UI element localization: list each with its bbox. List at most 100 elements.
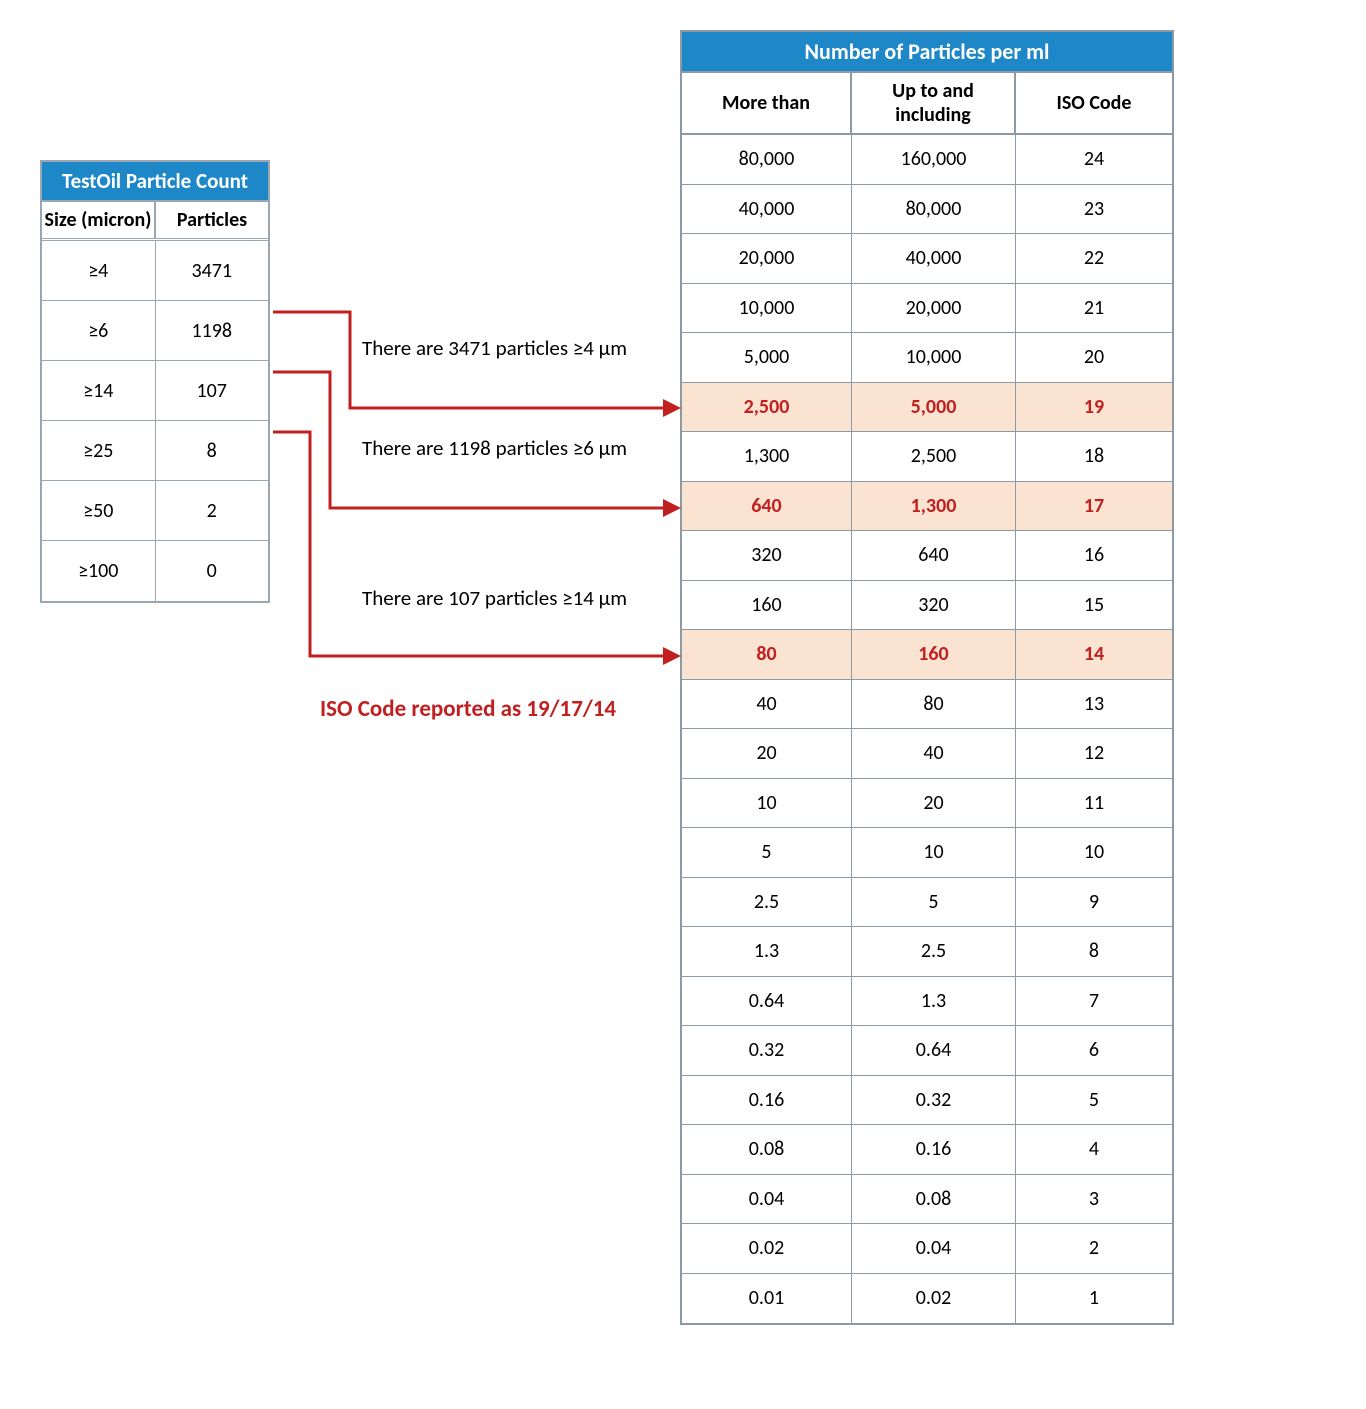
right-cell-upto: 0.04: [852, 1224, 1016, 1273]
right-table-row: 0.040.083: [682, 1175, 1172, 1225]
right-table-row: 0.320.646: [682, 1026, 1172, 1076]
right-cell-iso: 3: [1016, 1175, 1172, 1224]
right-cell-upto: 5: [852, 878, 1016, 927]
left-cell-size: ≥14: [42, 361, 156, 420]
right-cell-upto: 160: [852, 630, 1016, 679]
right-cell-morethan: 40,000: [682, 185, 852, 234]
iso-code-reported: ISO Code reported as 19/17/14: [320, 695, 616, 723]
right-cell-iso: 4: [1016, 1125, 1172, 1174]
left-table-body: ≥43471≥61198≥14107≥258≥502≥1000: [42, 241, 268, 601]
right-cell-iso: 15: [1016, 581, 1172, 630]
right-cell-morethan: 1,300: [682, 432, 852, 481]
right-cell-morethan: 10: [682, 779, 852, 828]
right-cell-iso: 13: [1016, 680, 1172, 729]
right-cell-upto: 20,000: [852, 284, 1016, 333]
right-table-body: 80,000160,0002440,00080,0002320,00040,00…: [682, 135, 1172, 1323]
right-cell-iso: 8: [1016, 927, 1172, 976]
right-cell-morethan: 20,000: [682, 234, 852, 283]
right-cell-iso: 9: [1016, 878, 1172, 927]
annotation-6um: There are 1198 particles ≥6 µm: [362, 435, 627, 461]
right-table-row: 20,00040,00022: [682, 234, 1172, 284]
right-cell-morethan: 80: [682, 630, 852, 679]
right-table-row: 80,000160,00024: [682, 135, 1172, 185]
right-table-row: 0.080.164: [682, 1125, 1172, 1175]
right-cell-upto: 2,500: [852, 432, 1016, 481]
right-cell-morethan: 80,000: [682, 135, 852, 184]
right-table-row: 0.010.021: [682, 1274, 1172, 1324]
right-table-row: 1,3002,50018: [682, 432, 1172, 482]
right-cell-iso: 12: [1016, 729, 1172, 778]
left-cell-size: ≥50: [42, 481, 156, 540]
right-cell-iso: 5: [1016, 1076, 1172, 1125]
right-cell-morethan: 0.08: [682, 1125, 852, 1174]
left-cell-particles: 0: [156, 541, 269, 601]
right-cell-morethan: 5: [682, 828, 852, 877]
left-table-header-row: Size (micron) Particles: [42, 202, 268, 241]
right-table-row: 204012: [682, 729, 1172, 779]
right-table-row: 408013: [682, 680, 1172, 730]
right-cell-upto: 320: [852, 581, 1016, 630]
right-table-row: 10,00020,00021: [682, 284, 1172, 334]
right-cell-upto: 1,300: [852, 482, 1016, 531]
left-cell-size: ≥4: [42, 241, 156, 300]
left-cell-particles: 8: [156, 421, 269, 480]
right-cell-upto: 80,000: [852, 185, 1016, 234]
right-table-row: 32064016: [682, 531, 1172, 581]
right-cell-morethan: 1.3: [682, 927, 852, 976]
right-cell-iso: 14: [1016, 630, 1172, 679]
right-table-title: Number of Particles per ml: [682, 32, 1172, 73]
right-cell-iso: 6: [1016, 1026, 1172, 1075]
right-cell-upto: 640: [852, 531, 1016, 580]
right-cell-upto: 20: [852, 779, 1016, 828]
right-table-row: 8016014: [682, 630, 1172, 680]
right-cell-iso: 24: [1016, 135, 1172, 184]
right-cell-iso: 10: [1016, 828, 1172, 877]
right-cell-upto: 10,000: [852, 333, 1016, 382]
right-cell-iso: 18: [1016, 432, 1172, 481]
right-cell-upto: 0.02: [852, 1274, 1016, 1324]
left-table-row: ≥1000: [42, 541, 268, 601]
right-cell-morethan: 0.64: [682, 977, 852, 1026]
right-cell-morethan: 160: [682, 581, 852, 630]
right-cell-upto: 1.3: [852, 977, 1016, 1026]
left-table-row: ≥258: [42, 421, 268, 481]
right-cell-upto: 0.64: [852, 1026, 1016, 1075]
right-cell-upto: 80: [852, 680, 1016, 729]
left-table-row: ≥43471: [42, 241, 268, 301]
right-cell-morethan: 5,000: [682, 333, 852, 382]
right-col-upto-header: Up to and including: [852, 73, 1016, 133]
right-cell-upto: 40,000: [852, 234, 1016, 283]
right-cell-morethan: 0.04: [682, 1175, 852, 1224]
testoil-particle-count-table: TestOil Particle Count Size (micron) Par…: [40, 160, 270, 603]
right-cell-morethan: 40: [682, 680, 852, 729]
right-cell-morethan: 2.5: [682, 878, 852, 927]
right-table-row: 0.020.042: [682, 1224, 1172, 1274]
right-table-header-row: More than Up to and including ISO Code: [682, 73, 1172, 135]
left-table-row: ≥61198: [42, 301, 268, 361]
left-cell-particles: 107: [156, 361, 269, 420]
right-cell-morethan: 2,500: [682, 383, 852, 432]
left-table-row: ≥14107: [42, 361, 268, 421]
left-col-particles-header: Particles: [156, 202, 268, 238]
right-table-row: 2.559: [682, 878, 1172, 928]
right-col-isocode-header: ISO Code: [1016, 73, 1172, 133]
right-cell-iso: 21: [1016, 284, 1172, 333]
left-cell-particles: 1198: [156, 301, 269, 360]
right-cell-iso: 1: [1016, 1274, 1172, 1324]
left-table-title: TestOil Particle Count: [42, 162, 268, 202]
right-cell-upto: 10: [852, 828, 1016, 877]
right-table-row: 102011: [682, 779, 1172, 829]
right-cell-upto: 0.32: [852, 1076, 1016, 1125]
right-cell-upto: 0.08: [852, 1175, 1016, 1224]
right-cell-iso: 20: [1016, 333, 1172, 382]
right-cell-iso: 11: [1016, 779, 1172, 828]
right-cell-upto: 0.16: [852, 1125, 1016, 1174]
right-cell-morethan: 0.02: [682, 1224, 852, 1273]
right-cell-upto: 2.5: [852, 927, 1016, 976]
left-col-size-header: Size (micron): [42, 202, 156, 238]
connector-arrow: [273, 432, 678, 656]
right-cell-iso: 17: [1016, 482, 1172, 531]
right-cell-upto: 40: [852, 729, 1016, 778]
left-cell-particles: 2: [156, 481, 269, 540]
left-cell-size: ≥25: [42, 421, 156, 480]
